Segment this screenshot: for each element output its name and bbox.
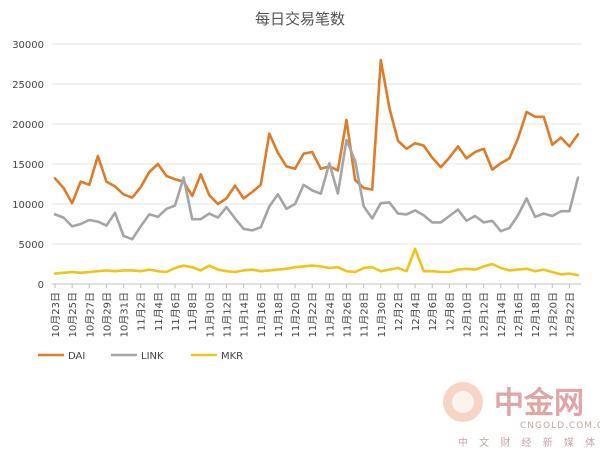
x-tick-label: 12月4日 (410, 292, 422, 331)
y-tick-label: 20000 (12, 120, 44, 131)
x-tick-label: 12月10日 (462, 292, 474, 337)
x-axis-ticks: 10月23日 10月25日 10月27日 10月29日 10月31日 11月2日 11月4日… (50, 284, 576, 337)
y-tick-label: 5000 (19, 240, 44, 251)
y-tick-label: 0 (38, 280, 44, 291)
watermark-brand: 中金网 (494, 386, 584, 421)
y-tick-label: 30000 (12, 40, 44, 51)
x-tick-label: 12月20日 (547, 292, 559, 337)
x-tick-label: 12月22日 (564, 292, 576, 337)
x-tick-label: 12月14日 (496, 292, 508, 337)
gridlines (52, 43, 581, 285)
x-tick-label: 12月18日 (530, 292, 542, 337)
legend: DAI LINK MKR (38, 351, 243, 362)
x-tick-label: 11月12日 (221, 292, 233, 337)
watermark-logo-inner (452, 391, 474, 413)
x-tick-label: 12月2日 (393, 292, 405, 331)
y-tick-label: 25000 (12, 80, 44, 91)
chart-title: 每日交易笔数 (255, 10, 345, 28)
x-tick-label: 11月30日 (376, 292, 388, 337)
x-tick-label: 11月18日 (273, 292, 285, 337)
watermark-domain: CNGOLD.COM.CN (520, 421, 600, 431)
x-tick-label: 11月28日 (359, 292, 371, 337)
x-tick-label: 10月31日 (119, 292, 131, 337)
x-tick-label: 10月25日 (67, 292, 79, 337)
x-tick-label: 12月16日 (513, 292, 525, 337)
x-tick-label: 10月23日 (50, 292, 62, 337)
legend-label-mkr: MKR (221, 351, 243, 362)
x-tick-label: 11月20日 (290, 292, 302, 337)
legend-label-dai: DAI (68, 351, 85, 362)
watermark: 中金网 CNGOLD.COM.CN 中 文 财 经 新 媒 体 (443, 382, 600, 449)
x-tick-label: 11月14日 (239, 292, 251, 337)
series-lines (53, 58, 580, 277)
x-tick-label: 12月6日 (427, 292, 439, 331)
x-tick-label: 12月12日 (479, 292, 491, 337)
x-tick-label: 11月22日 (307, 292, 319, 337)
x-tick-label: 10月29日 (101, 292, 113, 337)
y-tick-label: 15000 (12, 160, 44, 171)
x-tick-label: 11月6日 (170, 292, 182, 331)
x-tick-label: 11月24日 (324, 292, 336, 337)
x-tick-label: 12月8日 (444, 292, 456, 331)
y-tick-label: 10000 (12, 200, 44, 211)
x-tick-label: 10月27日 (84, 292, 96, 337)
series-line-mkr (53, 247, 580, 277)
x-tick-label: 11月26日 (342, 292, 354, 337)
y-axis-ticks: 0 5000 10000 15000 20000 25000 30000 (12, 40, 44, 291)
series-line-link (53, 138, 580, 241)
x-tick-label: 11月10日 (204, 292, 216, 337)
x-tick-label: 11月8日 (187, 292, 199, 331)
x-tick-label: 11月4日 (153, 292, 165, 331)
series-line-dai (53, 58, 580, 206)
watermark-tagline: 中 文 财 经 新 媒 体 (458, 436, 599, 449)
x-tick-label: 11月16日 (256, 292, 268, 337)
legend-label-link: LINK (141, 351, 164, 362)
x-tick-label: 11月2日 (136, 292, 148, 331)
